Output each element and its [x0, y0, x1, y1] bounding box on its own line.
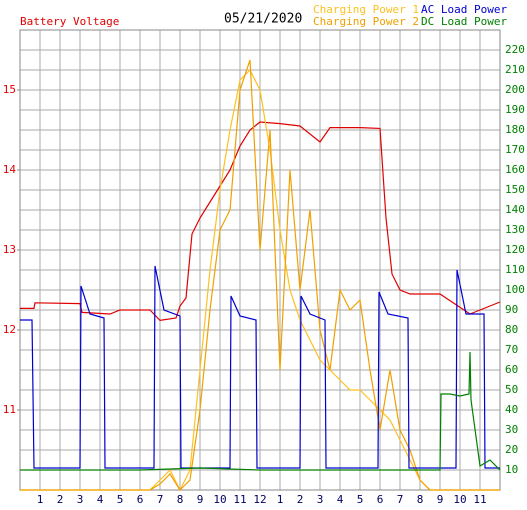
y2-tick-label: 110 — [505, 263, 525, 276]
y2-tick-label: 140 — [505, 203, 525, 216]
y2-tick-label: 60 — [505, 363, 518, 376]
x-tick-label: 8 — [417, 493, 424, 506]
x-tick-label: 2 — [57, 493, 64, 506]
x-tick-label: 2 — [297, 493, 304, 506]
x-tick-label: 4 — [337, 493, 344, 506]
y2-tick-label: 200 — [505, 83, 525, 96]
y-tick-label: 13 — [3, 243, 16, 256]
x-tick-label: 11 — [473, 493, 486, 506]
y2-tick-label: 190 — [505, 103, 525, 116]
y-tick-label: 11 — [3, 403, 16, 416]
y2-tick-label: 20 — [505, 443, 518, 456]
chart-title: 05/21/2020 — [224, 12, 302, 27]
y2-tick-label: 220 — [505, 43, 525, 56]
y2-tick-label: 50 — [505, 383, 518, 396]
series-line — [20, 265, 500, 469]
legend-entry: DC Load Power — [421, 15, 507, 28]
series-line — [20, 59, 500, 491]
y2-tick-label: 100 — [505, 283, 525, 296]
x-tick-label: 7 — [157, 493, 164, 506]
y2-tick-label: 80 — [505, 323, 518, 336]
series-line — [20, 121, 501, 322]
series-line — [20, 68, 500, 492]
y2-tick-label: 10 — [505, 463, 518, 476]
x-tick-label: 3 — [77, 493, 84, 506]
y-tick-label: 12 — [3, 323, 16, 336]
y-axis-label: Battery Voltage — [20, 15, 119, 28]
x-tick-label: 1 — [37, 493, 44, 506]
x-tick-label: 1 — [277, 493, 284, 506]
y2-tick-label: 120 — [505, 243, 525, 256]
x-tick-label: 10 — [453, 493, 466, 506]
y2-tick-label: 150 — [505, 183, 525, 196]
y2-tick-label: 170 — [505, 143, 525, 156]
y-tick-label: 14 — [3, 163, 17, 176]
x-tick-label: 4 — [97, 493, 104, 506]
legend-entry: AC Load Power — [421, 3, 507, 16]
x-tick-label: 12 — [253, 493, 266, 506]
plot-border — [19, 29, 501, 491]
y2-tick-label: 30 — [505, 423, 518, 436]
y2-tick-label: 130 — [505, 223, 525, 236]
x-tick-label: 10 — [213, 493, 226, 506]
series-line — [20, 351, 501, 471]
x-tick-label: 9 — [197, 493, 204, 506]
x-tick-label: 9 — [437, 493, 444, 506]
x-tick-label: 11 — [233, 493, 246, 506]
x-tick-label: 3 — [317, 493, 324, 506]
y2-tick-label: 180 — [505, 123, 525, 136]
y2-tick-label: 90 — [505, 303, 518, 316]
y2-tick-label: 70 — [505, 343, 518, 356]
x-tick-label: 7 — [397, 493, 404, 506]
x-tick-label: 5 — [357, 493, 364, 506]
x-tick-label: 6 — [377, 493, 384, 506]
y2-tick-label: 40 — [505, 403, 518, 416]
legend-entry: Charging Power 2 — [313, 15, 419, 28]
x-tick-label: 6 — [137, 493, 144, 506]
x-tick-label: 8 — [177, 493, 184, 506]
x-tick-label: 5 — [117, 493, 124, 506]
y2-tick-label: 210 — [505, 63, 525, 76]
legend-entry: Charging Power 1 — [313, 3, 419, 16]
y2-tick-label: 160 — [505, 163, 525, 176]
y-tick-label: 15 — [3, 83, 16, 96]
